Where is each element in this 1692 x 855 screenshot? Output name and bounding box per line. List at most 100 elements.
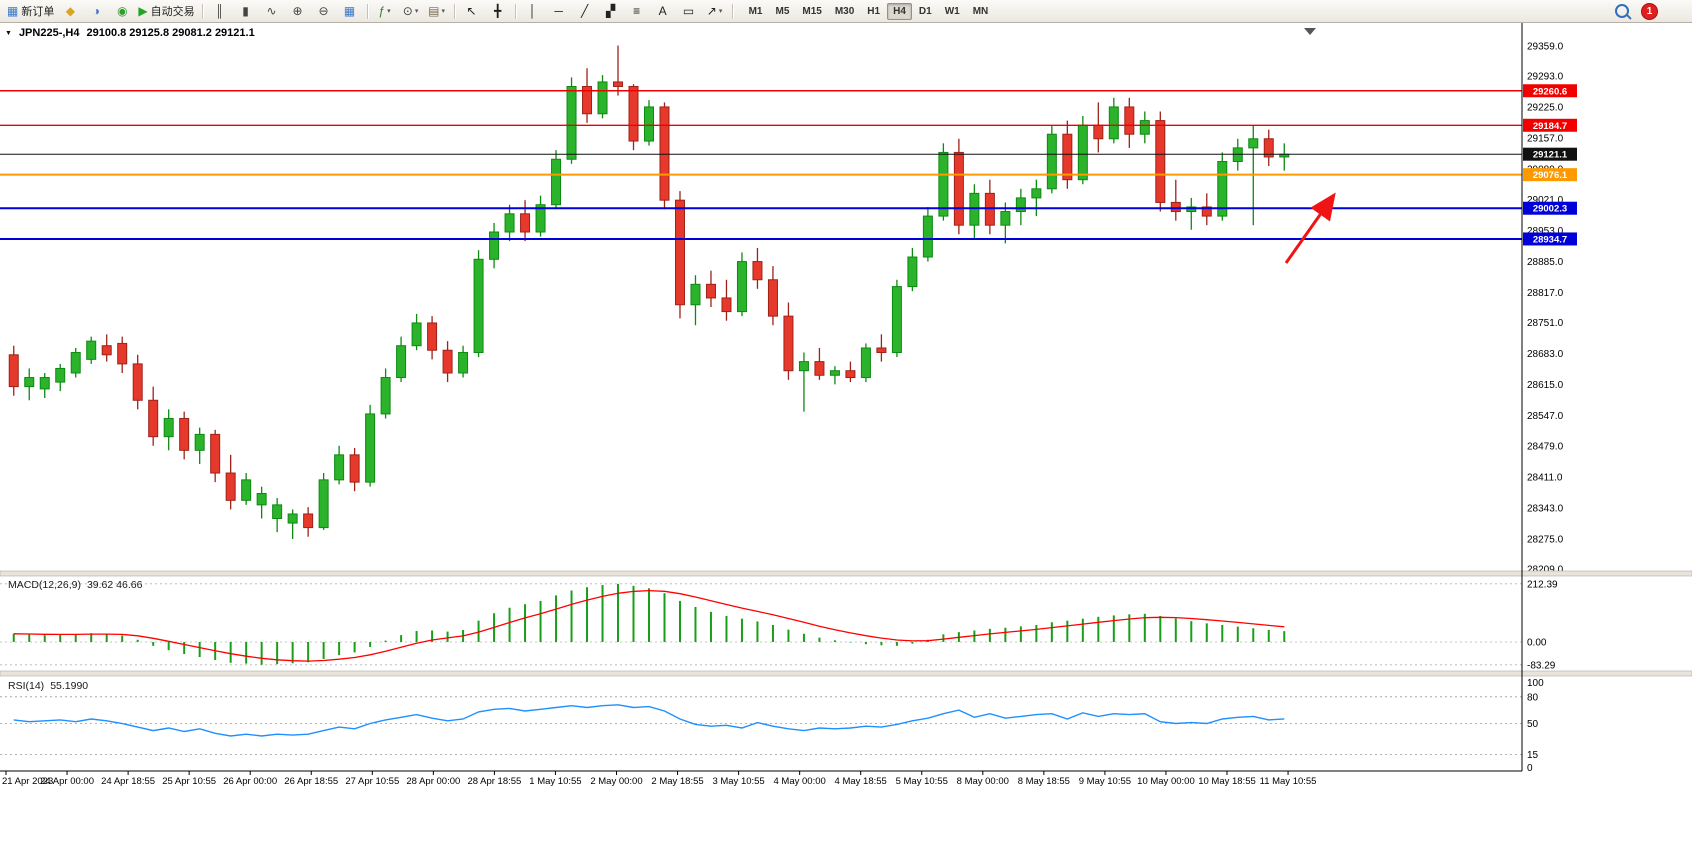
price-tag <box>1523 118 1577 132</box>
cursor-icon[interactable]: ↖ <box>459 1 485 21</box>
svg-text:26 Apr 18:55: 26 Apr 18:55 <box>284 776 338 787</box>
timeframe-m15-button[interactable]: M15 <box>802 5 822 17</box>
toolbar-right: 1 <box>1615 0 1658 22</box>
new-order-button[interactable]: ▦ 新订单 <box>4 1 57 21</box>
search-icon[interactable] <box>1615 4 1629 18</box>
timeframe-w1-button[interactable]: W1 <box>944 5 960 17</box>
time-scale-area[interactable] <box>0 771 1522 789</box>
label-icon: ▭ <box>682 4 695 18</box>
arrows-icon-dropdown-caret[interactable]: ▾ <box>718 8 723 15</box>
auto-trading-button-icon: ▶ <box>138 4 148 18</box>
channel-icon[interactable]: ▞ <box>598 1 624 21</box>
timeframe-mn-button[interactable]: MN <box>972 5 989 17</box>
templates-icon: ▤ <box>428 4 440 18</box>
bars-chart-icon: ║ <box>215 4 224 18</box>
vertical-line-icon[interactable]: │ <box>520 1 546 21</box>
periods-icon-dropdown-caret[interactable]: ▾ <box>414 8 419 15</box>
bars-chart-icon[interactable]: ║ <box>207 1 233 21</box>
svg-text:26 Apr 00:00: 26 Apr 00:00 <box>223 776 277 787</box>
svg-text:29293.0: 29293.0 <box>1527 72 1564 83</box>
candlestick-chart-icon[interactable]: ▮ <box>233 1 259 21</box>
fibonacci-icon: ≡ <box>633 4 641 18</box>
new-order-button-icon: ▦ <box>7 4 19 18</box>
auto-trading-button[interactable]: ▶ 自动交易 <box>135 1 197 21</box>
svg-text:10 May 00:00: 10 May 00:00 <box>1137 776 1195 787</box>
timeframe-h1-button[interactable]: H1 <box>867 5 881 17</box>
candlestick-series <box>8 45 1290 539</box>
chart-shift-marker-icon[interactable] <box>1304 28 1316 35</box>
svg-text:28275.0: 28275.0 <box>1527 534 1564 545</box>
price-tag <box>1523 232 1577 246</box>
channel-icon: ▞ <box>605 4 616 18</box>
svg-text:29121.1: 29121.1 <box>1533 150 1568 161</box>
svg-text:9 May 10:55: 9 May 10:55 <box>1079 776 1131 787</box>
timeframe-m5-button[interactable]: M5 <box>775 5 790 17</box>
svg-text:29002.3: 29002.3 <box>1533 204 1567 215</box>
price-tag <box>1523 168 1577 182</box>
svg-text:3 May 10:55: 3 May 10:55 <box>712 776 764 787</box>
data-window-icon[interactable]: ◑ <box>83 1 109 21</box>
navigator-icon[interactable]: ◉ <box>109 1 135 21</box>
svg-text:28 Apr 18:55: 28 Apr 18:55 <box>467 776 521 787</box>
toolbar-separator <box>731 3 733 19</box>
price-tag <box>1523 84 1577 98</box>
toolbar-items: ▦ 新订单 ◆ ◑ ◉ ▶ 自动交易 ║ ▮ ∿ ⊕ ⊖ ▦ ƒ ▾ ⊙ ▾ ▤ ▾ ↖ ╋ │ ─ ╱ ▞ ≡ A ▭ ↗ ▾ <box>4 1 737 21</box>
timeframe-h4-button[interactable]: H4 <box>887 2 912 20</box>
text-icon: A <box>658 4 667 18</box>
line-chart-icon: ∿ <box>266 4 277 18</box>
text-icon[interactable]: A <box>650 1 676 21</box>
arrows-icon[interactable]: ↗ ▾ <box>702 1 728 21</box>
svg-text:28 Apr 00:00: 28 Apr 00:00 <box>406 776 460 787</box>
indicators-icon-dropdown-caret[interactable]: ▾ <box>387 8 391 15</box>
pane-separators[interactable] <box>0 570 1692 677</box>
level-lines[interactable] <box>0 90 1522 240</box>
vertical-line-icon: │ <box>528 4 537 18</box>
timeframe-d1-button[interactable]: D1 <box>918 5 932 17</box>
price-scale-area[interactable] <box>1522 23 1582 771</box>
templates-icon-dropdown-caret[interactable]: ▾ <box>441 8 445 15</box>
red-arrow-annotation[interactable] <box>1284 192 1336 264</box>
svg-text:-83.29: -83.29 <box>1527 660 1556 671</box>
line-chart-icon[interactable]: ∿ <box>259 1 285 21</box>
svg-text:5 May 10:55: 5 May 10:55 <box>896 776 948 787</box>
templates-icon[interactable]: ▤ ▾ <box>424 1 450 21</box>
indicators-icon[interactable]: ƒ ▾ <box>372 1 398 21</box>
timeframe-m30-button[interactable]: M30 <box>834 5 855 17</box>
chart-window: 29359.029293.029225.029157.029089.029021… <box>0 23 1692 855</box>
separator-macd[interactable] <box>0 570 1692 577</box>
crosshair-icon[interactable]: ╋ <box>485 1 511 21</box>
timeframe-m1-button[interactable]: M1 <box>748 5 763 17</box>
market-watch-icon[interactable]: ◆ <box>57 1 83 21</box>
tile-windows-icon[interactable]: ▦ <box>337 1 363 21</box>
label-icon[interactable]: ▭ <box>676 1 702 21</box>
notification-badge[interactable]: 1 <box>1641 2 1658 20</box>
trendline-icon: ╱ <box>580 4 589 18</box>
svg-text:28479.0: 28479.0 <box>1527 442 1564 453</box>
zoom-in-icon[interactable]: ⊕ <box>285 1 311 21</box>
svg-text:28934.7: 28934.7 <box>1533 234 1567 245</box>
price-tag <box>1523 201 1577 215</box>
fibonacci-icon[interactable]: ≡ <box>624 1 650 21</box>
svg-text:4 May 00:00: 4 May 00:00 <box>774 776 826 787</box>
chart-plot-area[interactable] <box>0 23 1522 569</box>
horizontal-line-icon: ─ <box>554 4 563 18</box>
market-watch-icon: ◆ <box>65 4 75 18</box>
svg-text:28547.0: 28547.0 <box>1527 411 1564 422</box>
svg-text:2 May 18:55: 2 May 18:55 <box>651 776 703 787</box>
svg-text:28209.0: 28209.0 <box>1527 565 1564 576</box>
zoom-out-icon[interactable]: ⊖ <box>311 1 337 21</box>
svg-text:29225.0: 29225.0 <box>1527 102 1564 113</box>
rsi-line <box>13 704 1285 737</box>
timeframe-group: M1 M5 M15 M30 H1 H4 D1 W1 MN <box>743 2 995 20</box>
separator-rsi[interactable] <box>0 670 1692 677</box>
zoom-in-icon: ⊕ <box>292 4 303 18</box>
periods-icon[interactable]: ⊙ ▾ <box>398 1 424 21</box>
auto-trading-button-label: 自动交易 <box>150 6 195 18</box>
trendline-icon[interactable]: ╱ <box>572 1 598 21</box>
svg-text:28885.0: 28885.0 <box>1527 257 1564 268</box>
horizontal-line-icon[interactable]: ─ <box>546 1 572 21</box>
svg-text:28683.0: 28683.0 <box>1527 349 1564 360</box>
arrows-icon: ↗ <box>706 4 717 18</box>
svg-text:0.00: 0.00 <box>1527 637 1547 648</box>
svg-text:8 May 18:55: 8 May 18:55 <box>1018 776 1070 787</box>
